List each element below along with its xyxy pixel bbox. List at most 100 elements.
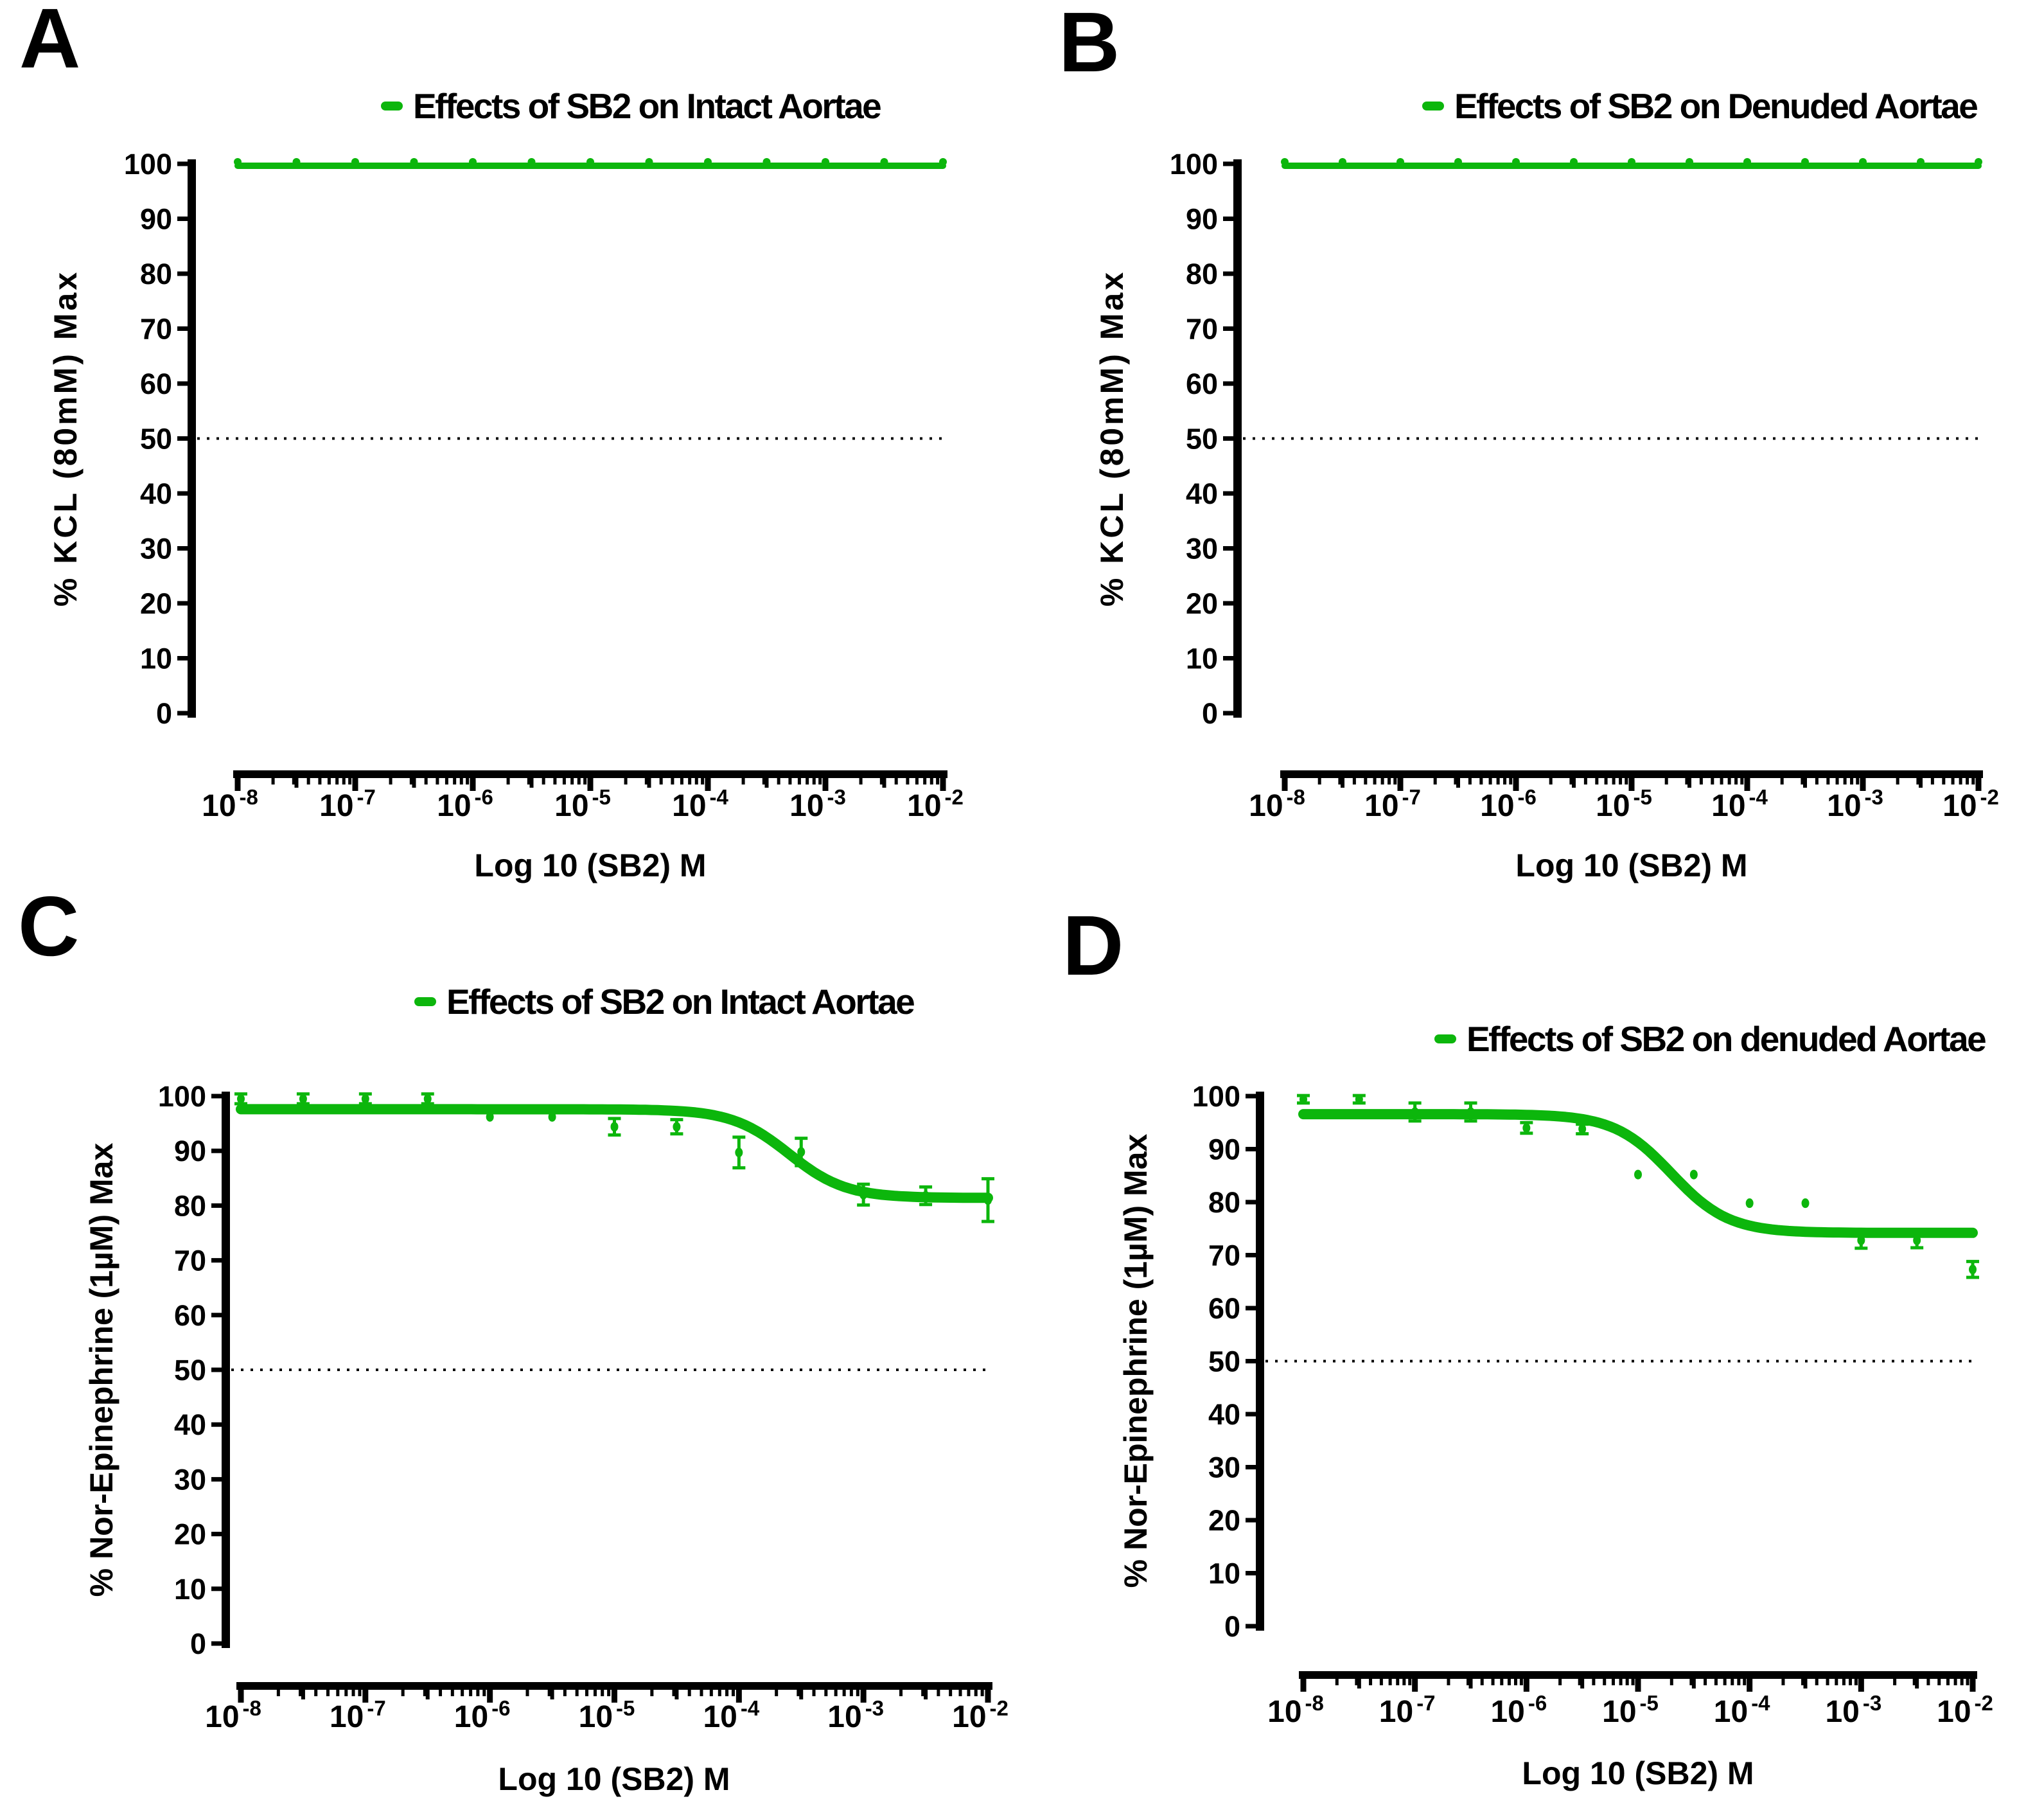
x-minor-tick	[1815, 1678, 1819, 1685]
x-minor-tick	[906, 777, 910, 784]
x-minor-tick	[1720, 777, 1723, 784]
y-tick-label: 40	[174, 1408, 206, 1441]
x-minor-tick	[1670, 1678, 1673, 1685]
y-tick-label: 60	[140, 368, 172, 400]
x-tick-label: 10 -4	[1714, 1691, 1770, 1729]
x-minor-tick	[271, 777, 275, 784]
x-tick-label: 10 -4	[672, 785, 728, 823]
y-tick	[177, 161, 188, 166]
x-minor-tick	[899, 1689, 903, 1696]
x-minor-tick	[1393, 777, 1397, 784]
data-point	[880, 158, 888, 166]
x-major-tick	[612, 1689, 617, 1703]
y-tick	[211, 1586, 222, 1591]
x-major-tick	[1744, 777, 1750, 791]
x-axis-title-d: Log 10 (SB2) M	[1522, 1755, 1754, 1791]
x-minor-tick	[1801, 1678, 1805, 1685]
x-minor-tick	[593, 1689, 597, 1696]
x-minor-tick	[701, 777, 705, 784]
y-tick	[177, 271, 188, 276]
x-minor-tick	[650, 1689, 654, 1696]
data-point	[299, 1094, 307, 1104]
x-minor-tick	[806, 777, 809, 784]
x-tick-label: 10 -3	[1825, 1691, 1881, 1729]
legend-label: Effects of SB2 on Intact Aortae	[446, 982, 915, 1022]
data-point	[762, 158, 771, 166]
legend-label: Effects of SB2 on Intact Aortae	[413, 86, 882, 126]
y-tick	[177, 491, 188, 496]
x-major-tick	[940, 777, 946, 791]
data-point	[548, 1112, 556, 1122]
x-minor-tick	[797, 1689, 800, 1696]
data-point	[922, 1191, 930, 1201]
x-minor-tick	[1842, 1678, 1846, 1685]
x-minor-tick	[725, 1689, 729, 1696]
x-major-tick	[736, 1689, 742, 1703]
x-minor-tick	[700, 1689, 703, 1696]
x-minor-tick	[424, 777, 428, 784]
x-minor-tick	[563, 1689, 567, 1696]
y-tick	[211, 1148, 222, 1153]
x-tick-label: 10 -7	[319, 785, 376, 823]
x-tick-label: 10 -8	[1267, 1691, 1324, 1729]
x-minor-tick	[335, 777, 339, 784]
y-tick	[211, 1313, 222, 1318]
x-minor-tick	[445, 777, 448, 784]
x-major-tick	[1628, 777, 1635, 791]
x-minor-tick	[1500, 1678, 1504, 1685]
x-tick-label: 10 -2	[952, 1696, 1009, 1734]
x-tick-label: 10 -8	[205, 1696, 261, 1734]
data-point	[1859, 158, 1867, 166]
x-major-tick	[1282, 777, 1288, 791]
y-tick-label: 100	[158, 1080, 206, 1113]
y-tick	[1246, 1253, 1256, 1257]
x-tick-label: 10 -3	[789, 785, 846, 823]
x-half-tick	[1456, 777, 1460, 788]
x-minor-tick	[1959, 777, 1962, 784]
data-point	[234, 158, 242, 166]
data-point	[586, 158, 594, 166]
y-tick-label: 70	[1186, 313, 1218, 346]
y-tick-label: 50	[1186, 423, 1218, 456]
x-minor-tick	[276, 1689, 280, 1696]
y-tick	[1246, 1359, 1256, 1363]
y-axis	[222, 1092, 230, 1648]
x-half-tick	[1341, 777, 1344, 788]
x-minor-tick	[1854, 1678, 1858, 1685]
data-point	[1300, 1094, 1307, 1104]
x-minor-tick	[694, 777, 698, 784]
x-minor-tick	[1433, 777, 1437, 784]
x-tick-label: 10 -8	[1249, 785, 1305, 823]
legend-c: Effects of SB2 on Intact Aortae	[414, 982, 915, 1022]
y-tick	[177, 656, 188, 660]
x-minor-tick	[1569, 777, 1573, 784]
x-minor-tick	[1849, 1678, 1853, 1685]
x-minor-tick	[1664, 777, 1668, 784]
data-point	[1743, 158, 1751, 166]
y-tick-label: 40	[140, 477, 172, 510]
legend-line-swatch-icon	[414, 997, 436, 1006]
x-tick-label: 10 -3	[1827, 785, 1883, 823]
x-minor-tick	[980, 1689, 984, 1696]
x-minor-tick	[1558, 1678, 1562, 1685]
x-minor-tick	[1369, 1678, 1373, 1685]
y-tick-label: 80	[1186, 258, 1218, 290]
y-tick	[177, 711, 188, 716]
y-tick	[211, 1367, 222, 1372]
x-minor-tick	[389, 777, 392, 784]
y-tick	[211, 1532, 222, 1537]
x-half-tick	[764, 777, 769, 788]
data-point	[704, 158, 712, 166]
x-major-tick	[487, 1689, 493, 1703]
data-point	[1522, 1123, 1531, 1133]
data-point	[237, 1094, 245, 1104]
data-point	[351, 158, 359, 166]
y-tick-label: 80	[1208, 1186, 1240, 1219]
x-minor-tick	[762, 777, 766, 784]
x-minor-tick	[577, 777, 581, 784]
x-minor-tick	[482, 1689, 486, 1696]
x-half-tick	[1803, 777, 1807, 788]
x-axis	[236, 1682, 992, 1690]
x-tick-label: 10 -3	[827, 1696, 884, 1734]
